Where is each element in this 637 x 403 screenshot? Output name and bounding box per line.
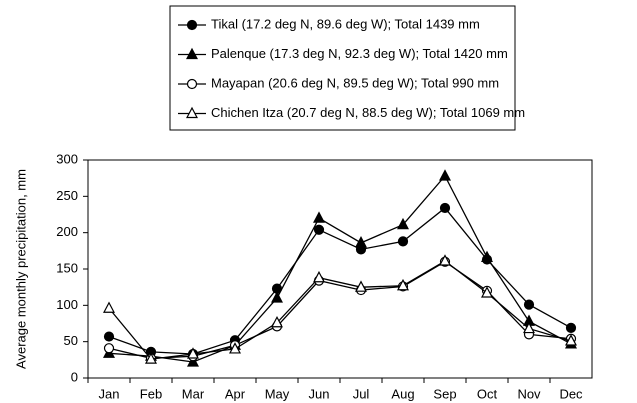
x-tick-label: Apr	[225, 386, 246, 401]
data-point	[523, 299, 535, 310]
series-line	[108, 260, 572, 360]
legend-label: Mayapan (20.6 deg N, 89.5 deg W); Total …	[211, 75, 499, 90]
y-tick-label: 50	[64, 333, 78, 348]
data-point	[481, 250, 493, 262]
legend-marker	[186, 19, 198, 31]
data-point	[397, 217, 409, 230]
x-tick-label: Jan	[99, 386, 120, 401]
y-tick-label: 100	[56, 297, 78, 312]
legend-marker	[186, 78, 198, 90]
x-tick-label: Nov	[517, 386, 541, 401]
data-point	[271, 315, 283, 328]
data-point	[397, 236, 409, 247]
data-point	[439, 169, 451, 181]
data-point	[229, 342, 241, 354]
data-point	[103, 343, 115, 354]
x-tick-label: Mar	[182, 386, 205, 401]
data-point	[439, 202, 451, 214]
legend-label: Chichen Itza (20.7 deg N, 88.5 deg W); T…	[211, 105, 525, 120]
y-tick-label: 150	[56, 260, 78, 275]
x-tick-label: Dec	[559, 386, 583, 401]
data-point	[481, 286, 493, 298]
data-point	[565, 334, 577, 346]
y-tick-label: 0	[71, 369, 78, 384]
y-tick-label: 300	[56, 151, 78, 166]
x-tick-label: Sep	[433, 386, 456, 401]
data-point	[313, 270, 325, 283]
data-point	[355, 236, 367, 248]
legend-label: Tikal (17.2 deg N, 89.6 deg W); Total 14…	[211, 16, 480, 31]
data-point	[523, 321, 535, 334]
x-tick-label: Aug	[391, 386, 414, 401]
x-tick-label: Jun	[309, 386, 330, 401]
y-tick-label: 250	[56, 188, 78, 203]
y-axis-label: Average monthly precipitation, mm	[13, 169, 28, 369]
data-point	[103, 331, 115, 342]
x-tick-label: Jul	[353, 386, 370, 401]
data-point	[355, 280, 367, 292]
data-point	[397, 278, 409, 291]
plot-area	[87, 159, 593, 379]
legend-marker	[186, 106, 198, 119]
data-point	[565, 322, 577, 333]
x-tick-label: Feb	[140, 386, 162, 401]
data-point	[103, 301, 115, 313]
y-tick-label: 200	[56, 224, 78, 239]
legend-box	[169, 5, 516, 131]
data-point	[313, 224, 325, 235]
legend-label: Palenque (17.3 deg N, 92.3 deg W); Total…	[211, 46, 508, 61]
data-point	[439, 254, 451, 266]
series-line	[108, 174, 572, 363]
legend-marker	[186, 47, 198, 60]
data-point	[271, 291, 283, 303]
data-point	[313, 211, 325, 223]
x-tick-label: Oct	[477, 386, 498, 401]
data-point	[187, 347, 199, 359]
data-point	[145, 352, 157, 364]
x-tick-label: May	[265, 386, 290, 401]
